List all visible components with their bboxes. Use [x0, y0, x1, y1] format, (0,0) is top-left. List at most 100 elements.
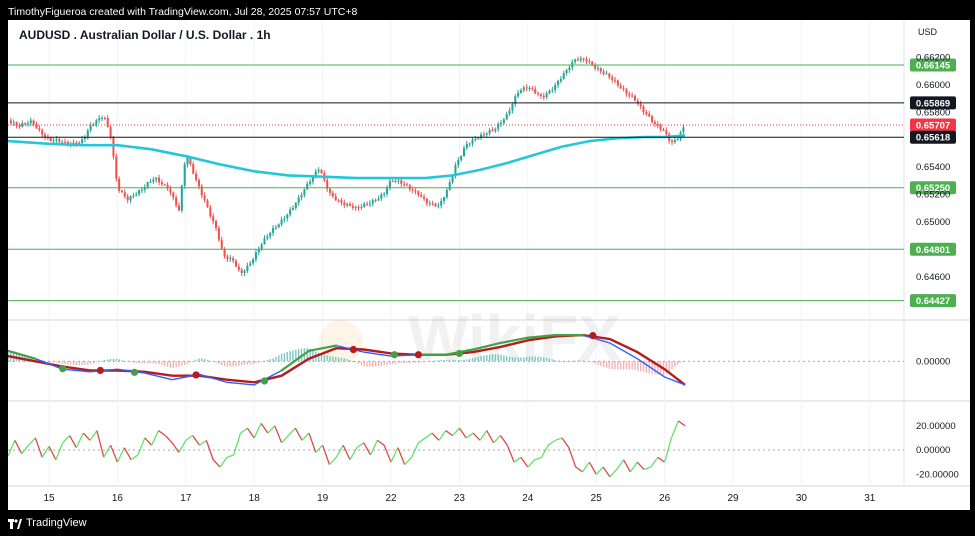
candle-body[interactable] — [26, 123, 29, 125]
candle-body[interactable] — [300, 195, 303, 198]
candle-body[interactable] — [254, 252, 257, 260]
candle-body[interactable] — [457, 159, 460, 166]
candle-body[interactable] — [180, 185, 183, 211]
candle-body[interactable] — [605, 73, 608, 75]
candle-body[interactable] — [206, 200, 209, 208]
candle-body[interactable] — [374, 200, 377, 202]
candle-body[interactable] — [118, 178, 121, 191]
price-pane[interactable] — [8, 55, 904, 302]
candle-body[interactable] — [562, 73, 565, 80]
candle-body[interactable] — [613, 79, 617, 81]
candle-body[interactable] — [682, 127, 685, 133]
candle-body[interactable] — [252, 259, 255, 264]
candle-body[interactable] — [414, 190, 417, 192]
candle-body[interactable] — [485, 133, 488, 135]
candle-body[interactable] — [417, 191, 420, 196]
candle-body[interactable] — [215, 221, 218, 228]
crossover-dot[interactable] — [349, 345, 358, 354]
candle-body[interactable] — [123, 192, 126, 197]
candle-body[interactable] — [599, 68, 602, 72]
candle-body[interactable] — [158, 177, 161, 183]
candle-body[interactable] — [223, 248, 226, 257]
candle-body[interactable] — [380, 194, 383, 199]
crossover-dot[interactable] — [130, 368, 139, 376]
candle-body[interactable] — [551, 89, 554, 91]
candle-body[interactable] — [303, 189, 306, 196]
candle-body[interactable] — [537, 93, 540, 95]
candle-body[interactable] — [539, 94, 542, 96]
candle-body[interactable] — [522, 87, 525, 91]
candle-body[interactable] — [297, 197, 300, 203]
candle-body[interactable] — [309, 181, 312, 184]
candle-body[interactable] — [329, 188, 332, 194]
candle-body[interactable] — [209, 207, 212, 217]
candle-body[interactable] — [636, 100, 639, 104]
candle-body[interactable] — [334, 196, 337, 201]
candle-body[interactable] — [143, 186, 146, 190]
candle-body[interactable] — [203, 195, 206, 201]
candle-body[interactable] — [642, 106, 645, 113]
crossover-dot[interactable] — [414, 351, 422, 359]
candle-body[interactable] — [482, 134, 485, 136]
candle-body[interactable] — [160, 182, 163, 185]
candle-body[interactable] — [443, 197, 446, 201]
candle-body[interactable] — [92, 124, 95, 126]
candle-body[interactable] — [186, 157, 189, 165]
candle-body[interactable] — [565, 69, 568, 74]
candle-body[interactable] — [61, 141, 64, 143]
candle-body[interactable] — [98, 118, 101, 121]
candle-body[interactable] — [502, 119, 505, 123]
candle-body[interactable] — [294, 202, 297, 208]
candle-body[interactable] — [35, 124, 38, 129]
candle-body[interactable] — [619, 85, 622, 89]
candle-body[interactable] — [192, 164, 195, 174]
candle-body[interactable] — [12, 122, 15, 124]
candle-body[interactable] — [243, 270, 246, 274]
candle-body[interactable] — [320, 170, 323, 174]
footer-brand[interactable]: TradingView — [8, 515, 87, 531]
candle-body[interactable] — [86, 130, 89, 137]
candle-body[interactable] — [103, 117, 106, 119]
candle-body[interactable] — [189, 157, 192, 165]
candle-body[interactable] — [477, 138, 480, 140]
candle-body[interactable] — [488, 130, 491, 134]
candle-body[interactable] — [556, 81, 560, 86]
candle-body[interactable] — [135, 194, 138, 196]
candle-body[interactable] — [511, 103, 514, 111]
candle-body[interactable] — [220, 239, 223, 249]
candle-body[interactable] — [49, 137, 52, 141]
candle-body[interactable] — [428, 203, 431, 205]
crossover-dot[interactable] — [96, 366, 104, 375]
candle-body[interactable] — [152, 179, 155, 182]
candle-body[interactable] — [528, 87, 531, 89]
candle-body[interactable] — [397, 180, 400, 182]
candle-body[interactable] — [24, 123, 27, 125]
candle-body[interactable] — [425, 198, 428, 204]
candle-body[interactable] — [120, 190, 124, 193]
candle-body[interactable] — [628, 93, 631, 96]
candle-body[interactable] — [58, 139, 61, 142]
candle-body[interactable] — [616, 80, 619, 86]
candle-body[interactable] — [534, 88, 537, 94]
candle-body[interactable] — [434, 203, 437, 207]
candle-body[interactable] — [246, 265, 249, 271]
candle-body[interactable] — [72, 142, 75, 144]
candle-body[interactable] — [166, 184, 169, 189]
candle-body[interactable] — [471, 139, 474, 144]
candle-body[interactable] — [343, 202, 346, 206]
candle-body[interactable] — [138, 190, 141, 195]
candle-body[interactable] — [200, 186, 203, 196]
candle-body[interactable] — [559, 79, 562, 82]
candle-body[interactable] — [266, 236, 269, 239]
candle-body[interactable] — [491, 130, 494, 132]
candle-body[interactable] — [95, 120, 98, 125]
candle-body[interactable] — [351, 205, 354, 208]
candle-body[interactable] — [448, 182, 451, 191]
candle-body[interactable] — [331, 193, 334, 197]
candle-body[interactable] — [500, 122, 503, 125]
candle-body[interactable] — [269, 232, 272, 237]
candle-body[interactable] — [249, 263, 252, 266]
candle-body[interactable] — [52, 140, 55, 142]
